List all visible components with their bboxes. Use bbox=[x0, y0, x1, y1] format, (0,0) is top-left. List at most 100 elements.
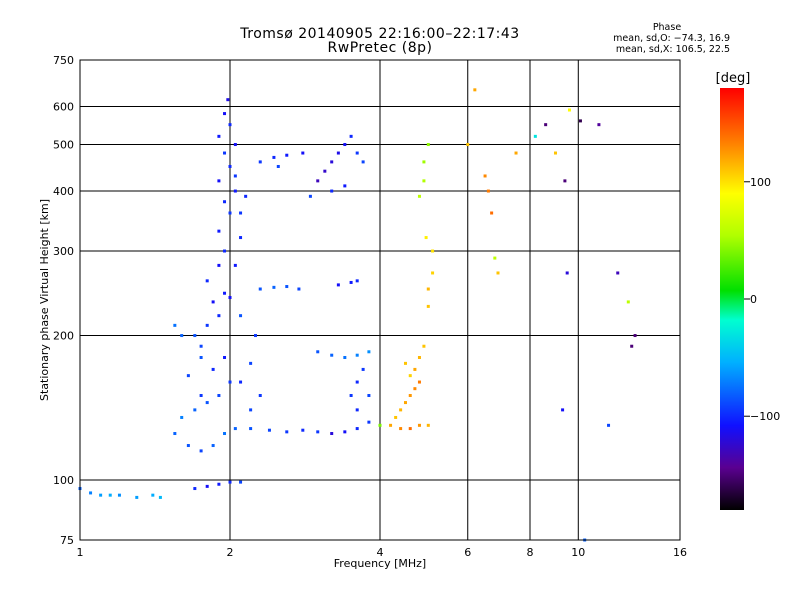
chart-title: Tromsø 20140905 22:16:00–22:17:43 bbox=[240, 26, 520, 42]
data-point bbox=[408, 394, 412, 398]
data-point bbox=[217, 134, 221, 138]
data-point bbox=[417, 194, 421, 198]
data-point bbox=[626, 300, 630, 304]
data-point bbox=[239, 314, 243, 318]
data-point bbox=[544, 123, 548, 127]
y-axis-label: Stationary phase Virtual Height [km] bbox=[38, 199, 51, 401]
data-point bbox=[135, 495, 139, 499]
data-point bbox=[403, 361, 407, 365]
x-axis-label: Frequency [MHz] bbox=[334, 557, 426, 570]
data-point bbox=[408, 427, 412, 431]
data-point bbox=[217, 263, 221, 267]
data-point bbox=[330, 160, 334, 164]
data-point bbox=[199, 355, 203, 359]
data-point bbox=[567, 108, 571, 112]
colorbar-tick-label: 0 bbox=[750, 293, 757, 306]
data-point bbox=[403, 401, 407, 405]
data-point bbox=[426, 304, 430, 308]
data-point bbox=[431, 271, 435, 275]
data-point bbox=[285, 430, 289, 434]
data-point bbox=[199, 394, 203, 398]
data-point bbox=[633, 334, 637, 338]
data-point bbox=[355, 353, 359, 357]
data-point bbox=[233, 189, 237, 193]
data-point bbox=[193, 487, 197, 491]
colorbar-tick-label: 100 bbox=[750, 176, 771, 189]
data-point bbox=[285, 153, 289, 157]
data-point bbox=[355, 279, 359, 283]
data-point bbox=[361, 367, 365, 371]
data-point bbox=[285, 285, 289, 289]
data-point bbox=[422, 344, 426, 348]
colorbar-tick-label: −100 bbox=[750, 410, 780, 423]
data-point bbox=[258, 287, 262, 291]
data-point bbox=[355, 151, 359, 155]
data-point bbox=[367, 350, 371, 354]
data-point bbox=[233, 427, 237, 431]
x-tick-label: 6 bbox=[464, 546, 471, 559]
data-point bbox=[267, 428, 271, 432]
data-point bbox=[253, 334, 257, 338]
data-point bbox=[211, 300, 215, 304]
x-tick-label: 2 bbox=[227, 546, 234, 559]
data-point bbox=[630, 344, 634, 348]
data-point bbox=[158, 495, 162, 499]
data-point bbox=[389, 423, 393, 427]
data-point bbox=[239, 480, 243, 484]
data-point bbox=[180, 415, 184, 419]
data-point bbox=[349, 394, 353, 398]
x-tick-label: 1 bbox=[77, 546, 84, 559]
data-point bbox=[367, 394, 371, 398]
data-point bbox=[223, 249, 227, 253]
data-point bbox=[426, 423, 430, 427]
data-point bbox=[228, 211, 232, 215]
data-point bbox=[336, 283, 340, 287]
data-point bbox=[473, 88, 477, 92]
data-point bbox=[117, 493, 121, 497]
data-point bbox=[607, 423, 611, 427]
data-point bbox=[223, 151, 227, 155]
y-tick-label: 750 bbox=[53, 54, 74, 67]
data-point bbox=[367, 420, 371, 424]
data-point bbox=[258, 160, 262, 164]
data-point bbox=[563, 179, 567, 183]
phase-stats-o: mean, sd,O: −74.3, 16.9 bbox=[613, 33, 730, 44]
data-point bbox=[228, 296, 232, 300]
data-point bbox=[316, 179, 320, 183]
data-point bbox=[272, 155, 276, 159]
data-point bbox=[244, 194, 248, 198]
data-point bbox=[394, 415, 398, 419]
data-point bbox=[330, 432, 334, 436]
data-point bbox=[308, 194, 312, 198]
data-point bbox=[483, 174, 487, 178]
colorbar-unit-label: [deg] bbox=[716, 71, 751, 86]
data-point bbox=[330, 189, 334, 193]
data-point bbox=[199, 344, 203, 348]
data-point bbox=[89, 491, 93, 495]
data-point bbox=[417, 380, 421, 384]
y-tick-label: 500 bbox=[53, 139, 74, 152]
data-point bbox=[490, 211, 494, 215]
data-point bbox=[426, 287, 430, 291]
data-point bbox=[413, 387, 417, 391]
data-point bbox=[297, 287, 301, 291]
data-point bbox=[217, 482, 221, 486]
data-point bbox=[424, 236, 428, 240]
data-point bbox=[378, 423, 382, 427]
data-point bbox=[355, 408, 359, 412]
chart-subtitle: RwPretec (8p) bbox=[327, 40, 433, 56]
data-point bbox=[330, 353, 334, 357]
data-point bbox=[239, 211, 243, 215]
y-tick-label: 100 bbox=[53, 474, 74, 487]
colorbar bbox=[720, 88, 744, 510]
data-point bbox=[413, 367, 417, 371]
data-point bbox=[249, 427, 253, 431]
grid-lines bbox=[80, 60, 680, 540]
x-tick-label: 10 bbox=[571, 546, 585, 559]
data-point bbox=[399, 408, 403, 412]
data-point bbox=[553, 151, 557, 155]
colorbar-ticks: 100 0 −100 bbox=[744, 176, 780, 423]
data-point bbox=[217, 179, 221, 183]
data-point bbox=[343, 355, 347, 359]
